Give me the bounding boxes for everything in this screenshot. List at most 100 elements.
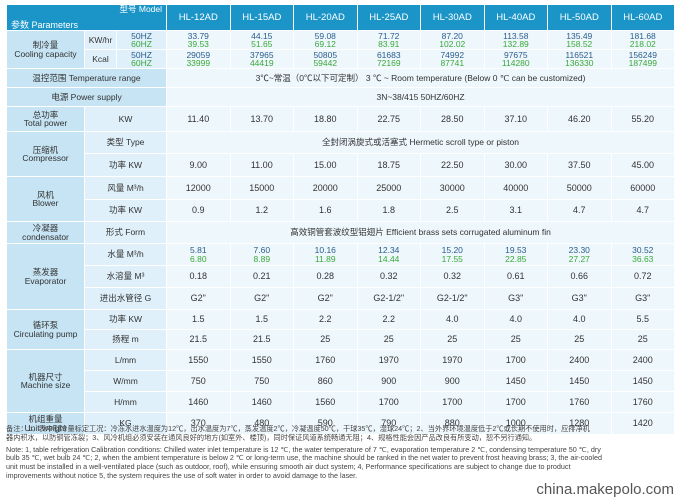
size-w-value: 900 [356,370,422,392]
kw60-value: 132.89 [502,39,529,49]
model-header: HL-12AD [166,4,231,31]
evaporator-tank-value: 0.28 [293,265,358,288]
cooling-kcal-cell: 61683 72169 [356,49,422,69]
size-h-value: 1560 [293,391,358,413]
total-power-value: 22.75 [356,106,422,132]
compressor-type-value: 全封闭涡旋式或活塞式 Hermetic scroll type or pisto… [166,131,676,154]
blower-power-row: 功率 KW 0.9 1.2 1.6 1.8 2.5 3.1 4.7 4.7 [7,199,676,222]
pump-label: 循环泵 Circulating pump [6,309,85,350]
water50-value: 10.16 [314,245,336,255]
compressor-power-value: 15.00 [293,153,358,177]
evaporator-water-cell: 15.20 17.55 [420,243,485,266]
compressor-power-value: 18.75 [356,153,422,177]
evaporator-water-cell: 23.30 27.27 [547,243,612,266]
evaporator-tank-value: 0.72 [610,265,676,288]
blower-power-label: 功率 KW [83,199,168,222]
weight-row: 机组重量 Unit weight KG 370 480 590 790 880 … [6,412,676,435]
evaporator-tank-value: 0.32 [420,265,485,288]
kcal50-value: 74992 [440,49,465,60]
blower-power-value: 1.2 [229,199,295,222]
model-header: HL-50AD [547,4,612,31]
size-l-value: 1550 [166,349,231,371]
kw50-value: 135.49 [566,30,593,41]
evaporator-water-label: 水量 M³/h [83,243,168,266]
weight-value: 1280 [547,412,612,435]
pump-power-value: 2.2 [356,309,422,330]
model-header: HL-30AD [420,4,485,31]
cooling-kcal-cell: 116521 136330 [547,49,612,69]
kw50-value: 71.72 [378,30,400,41]
total-power-value: 55.20 [610,106,676,132]
size-h-value: 1700 [483,391,549,413]
evaporator-pipe-row: 进出水管径 G G2" G2" G2" G2-1/2" G2-1/2" G3" … [7,287,676,310]
size-h-value: 1460 [166,391,231,413]
note-line: unit must be installed in a well-ventila… [6,463,571,472]
blower-air-value: 20000 [293,176,358,200]
evaporator-tank-value: 0.21 [229,265,295,288]
pump-lift-value: 25 [547,329,612,350]
model-header: HL-20AD [293,4,358,31]
water50-value: 7.60 [253,245,271,255]
kcal50-value: 97675 [503,49,528,60]
kcal50-value: 156249 [628,49,657,60]
blower-air-value: 15000 [229,176,295,200]
water50-value: 15.20 [441,245,463,255]
kcal60-value: 87741 [440,58,465,68]
pump-lift-row: 扬程 m 21.5 21.5 25 25 25 25 25 25 [7,329,676,350]
kw50-value: 33.79 [187,30,209,41]
kw60-value: 69.12 [314,39,336,49]
size-w-value: 900 [420,370,485,392]
cooling-kw-cell: 33.79 39.53 [166,30,231,50]
cooling-kw-cell: 113.58 132.89 [483,30,549,50]
evaporator-water-cell: 19.53 22.85 [483,243,549,266]
blower-air-row: 风机 Blower 风量 M³/h 12000 15000 20000 2500… [6,176,676,222]
evaporator-tank-value: 0.61 [483,265,549,288]
evaporator-pipe-value: G3" [547,287,612,310]
size-l-value: 2400 [547,349,612,371]
size-l-value: 1700 [483,349,549,371]
pump-lift-value: 25 [356,329,422,350]
total-power-row: 总功率 Total power KW 11.40 13.70 18.80 22.… [6,106,676,132]
evaporator-water-cell: 10.16 11.89 [293,243,358,266]
condenser-form-label: 形式 Form [83,221,168,244]
cooling-capacity-label: 制冷量 Cooling capacity [6,30,85,69]
total-power-value: 37.10 [483,106,549,132]
kw50-value: 44.15 [251,30,273,41]
size-h-row: H/mm 1460 1460 1560 1700 1700 1700 1760 … [7,391,676,413]
power-supply-row: 电源 Power supply 3N~38/415 50HZ/60HZ [5,87,676,107]
hz50-label: 50HZ [131,49,152,60]
water50-value: 12.34 [378,245,400,255]
total-power-unit: KW [83,106,168,132]
evaporator-pipe-value: G2" [166,287,231,310]
weight-value: 370 [166,412,231,435]
compressor-power-value: 45.00 [610,153,676,177]
kcal50-value: 61683 [376,49,401,60]
blower-power-value: 4.7 [610,199,676,222]
kw60-value: 218.02 [629,39,656,49]
cooling-kcal-cell: 156249 187499 [610,49,676,69]
size-l-value: 1760 [293,349,358,371]
hz50-label: 50HZ [131,30,152,41]
weight-value: 1000 [483,412,549,435]
size-l-value: 1970 [356,349,422,371]
note-line: improvements without notice 5, the syste… [6,471,358,480]
pump-power-value: 2.2 [293,309,358,330]
note-line: bulb 35 ℃, wet bulb 24 ℃; 2, when the am… [6,454,602,463]
water60-value: 8.89 [253,253,271,264]
size-w-value: 750 [229,370,295,392]
water50-value: 19.53 [505,245,527,255]
blower-air-value: 12000 [166,176,231,200]
compressor-type-row: 压缩机 Compressor 类型 Type 全封闭涡旋式或活塞式 Hermet… [6,131,676,177]
evaporator-pipe-value: G3" [483,287,549,310]
evaporator-pipe-label: 进出水管径 G [83,287,168,310]
water60-value: 27.27 [568,253,590,264]
hz60-label: 60HZ [131,58,152,68]
pump-lift-value: 25 [610,329,676,350]
pump-lift-value: 21.5 [229,329,295,350]
cooling-kw-row: 制冷量 Cooling capacity KW/hr 50HZ 60HZ 33.7… [6,30,676,69]
model-header: HL-40AD [483,4,549,31]
note-line: 器内积水，以防铜管冻裂；3、风冷机组必须安装在通风良好的地方(如室外、楼顶)，同… [6,433,537,442]
evaporator-tank-value: 0.18 [166,265,231,288]
size-l-value: 1970 [420,349,485,371]
compressor-power-value: 9.00 [166,153,231,177]
